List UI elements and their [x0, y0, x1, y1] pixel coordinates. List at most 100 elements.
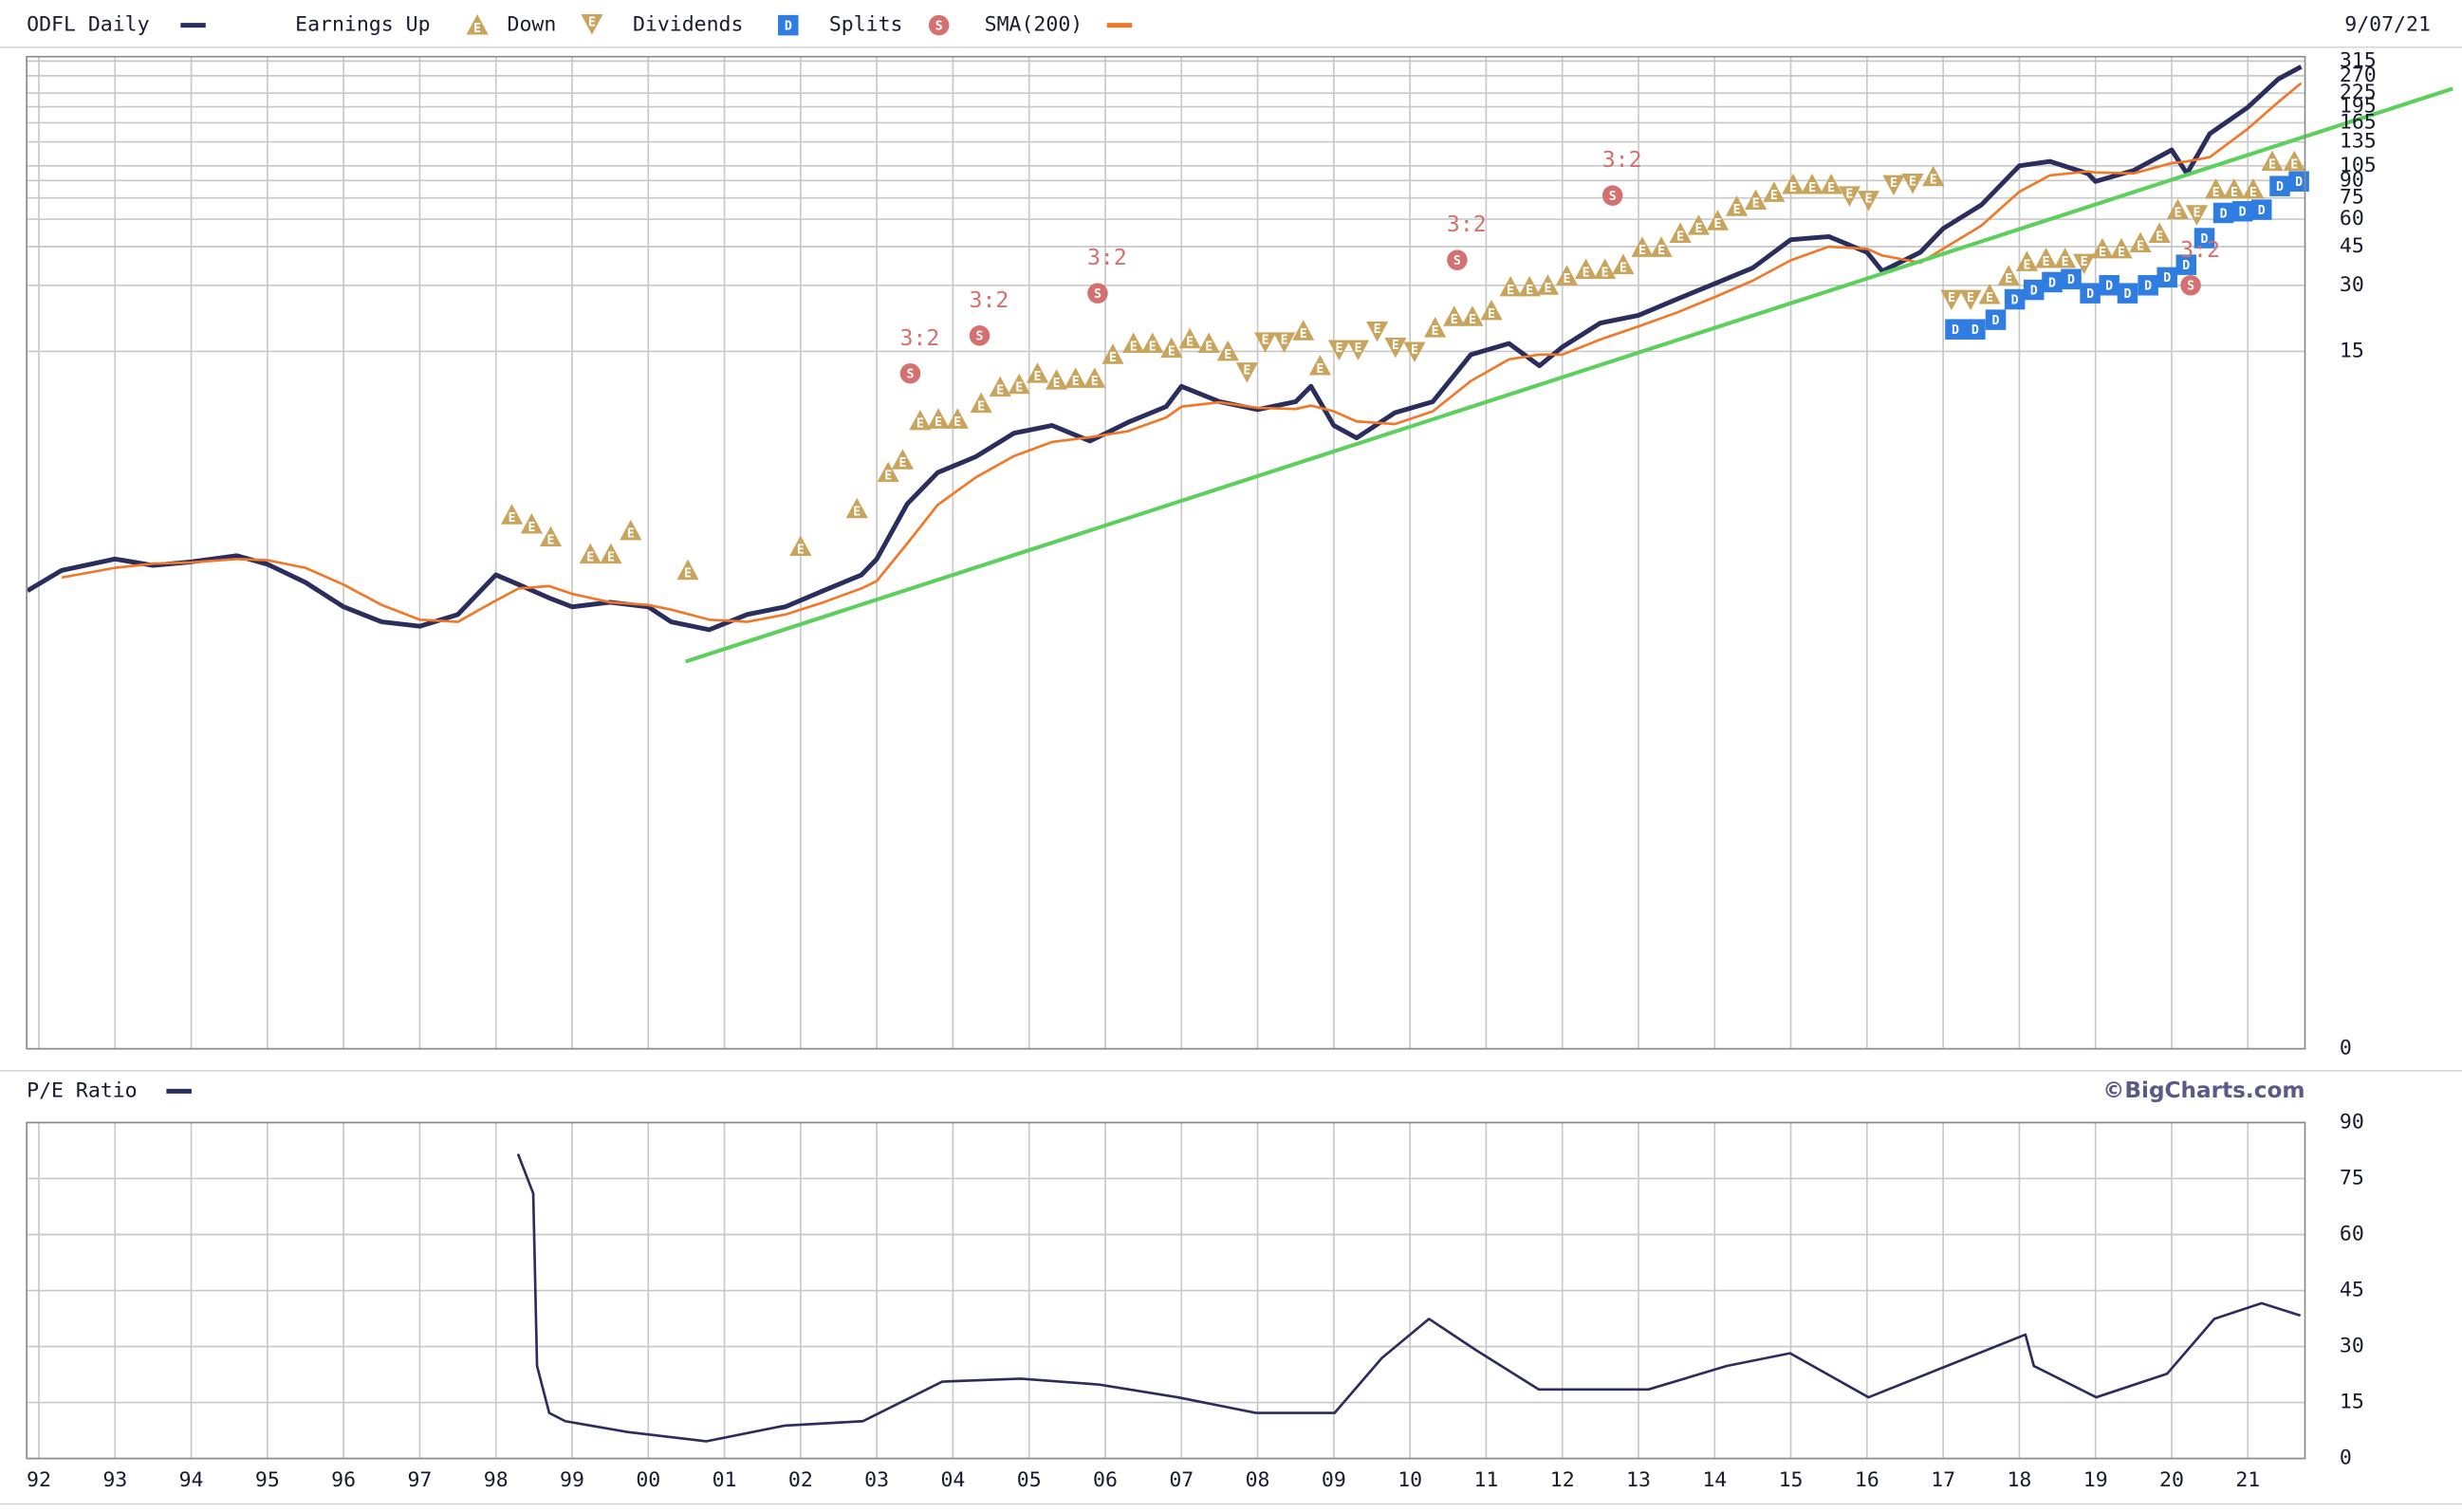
marker-shape	[620, 519, 642, 541]
marker-shape	[2034, 248, 2058, 268]
marker-letter: E	[1808, 181, 1816, 195]
marker-letter: E	[2174, 206, 2181, 220]
marker-letter: E	[684, 567, 692, 581]
marker-shape	[1575, 258, 1598, 280]
marker-letter: E	[1564, 272, 1571, 286]
marker-letter: E	[1694, 222, 1702, 236]
marker-letter: E	[1890, 176, 1897, 191]
dividend-marker: D	[2157, 267, 2177, 288]
marker-shape	[1706, 210, 1730, 230]
marker-shape	[1965, 319, 1986, 340]
split-marker: S	[1087, 283, 1108, 304]
x-tick-label: 98	[484, 1468, 509, 1492]
x-tick-label: 97	[407, 1468, 432, 1492]
marker-shape	[2223, 177, 2246, 199]
dividend-marker: D	[2175, 254, 2197, 275]
marker-shape	[1447, 249, 1468, 270]
marker-letter: E	[473, 22, 481, 36]
marker-shape	[1882, 175, 1905, 196]
marker-letter: E	[1948, 291, 1955, 305]
earnings-marker: E	[1978, 284, 2001, 305]
marker-shape	[1901, 173, 1924, 194]
marker-shape	[2242, 177, 2265, 199]
marker-letter: E	[2118, 246, 2125, 260]
marker-shape	[891, 449, 915, 470]
earnings-marker: E	[1461, 305, 1484, 327]
dividend-marker: D	[2138, 275, 2158, 296]
marker-shape	[1499, 275, 1522, 297]
x-tick-label: 20	[2159, 1468, 2184, 1492]
marker-letter: E	[1930, 174, 1937, 188]
marker-shape	[1820, 173, 1842, 194]
earnings-marker: E	[1594, 258, 1617, 280]
marker-letter: E	[2023, 258, 2030, 272]
marker-shape	[1403, 341, 1426, 363]
split-marker: S	[1601, 185, 1623, 206]
marker-letter: E	[1986, 291, 1993, 305]
earnings-marker: E	[927, 408, 950, 430]
legend-label: ODFL Daily	[27, 13, 149, 37]
earnings-marker: E	[1763, 181, 1786, 203]
earnings-marker: E	[2242, 177, 2265, 200]
marker-letter: E	[607, 550, 615, 564]
x-tick-label: 05	[1017, 1468, 1042, 1492]
marker-letter: D	[1992, 314, 2000, 328]
x-tick-label: 94	[179, 1468, 204, 1492]
legend-swatch: E	[581, 14, 603, 35]
marker-shape	[2283, 150, 2305, 172]
marker-letter: E	[1243, 363, 1250, 378]
y-tick-label: 30	[2340, 1335, 2364, 1358]
marker-shape	[1087, 283, 1108, 304]
earnings-marker: E	[520, 513, 544, 535]
marker-letter: E	[1034, 370, 1042, 384]
earnings-marker: E	[2034, 248, 2058, 269]
earnings-marker: E	[970, 392, 992, 415]
x-tick-label: 12	[1550, 1468, 1575, 1492]
x-tick-label: 09	[1322, 1468, 1346, 1492]
marker-shape	[1978, 284, 2001, 304]
earnings-marker: E	[1801, 173, 1823, 195]
y-tick-label: 75	[2340, 1166, 2364, 1189]
legend-label: P/E Ratio	[27, 1079, 138, 1102]
marker-letter: E	[2249, 186, 2257, 200]
marker-shape	[2175, 254, 2197, 275]
earnings-marker: E	[1384, 337, 1407, 359]
marker-letter: S	[976, 330, 984, 344]
marker-shape	[1945, 319, 1966, 340]
marker-shape	[1959, 289, 1982, 311]
earnings-marker: E	[1959, 289, 1982, 311]
marker-shape	[1601, 185, 1623, 206]
dividend-marker: D	[2061, 268, 2082, 290]
earnings-marker: E	[1857, 191, 1880, 212]
split-marker: S	[2180, 275, 2201, 296]
marker-letter: S	[1094, 287, 1101, 302]
marker-shape	[1985, 309, 2007, 330]
marker-shape	[1366, 321, 1389, 342]
earnings-marker: E	[1026, 362, 1049, 384]
marker-letter: S	[1453, 254, 1461, 268]
marker-shape	[1178, 327, 1201, 349]
x-tick-label: 10	[1398, 1468, 1422, 1492]
marker-shape	[2180, 275, 2201, 296]
marker-shape	[1443, 305, 1466, 326]
marker-letter: E	[853, 506, 861, 520]
marker-letter: E	[2005, 272, 2012, 286]
earnings-marker: E	[1631, 236, 1654, 258]
earnings-marker: E	[500, 504, 524, 526]
earnings-marker: E	[1308, 355, 1331, 377]
earnings-marker: E	[909, 409, 932, 432]
earnings-marker: E	[2129, 231, 2152, 253]
marker-letter: E	[1845, 188, 1853, 202]
marker-shape	[1046, 369, 1068, 390]
marker-letter: D	[2239, 206, 2247, 220]
marker-shape	[1782, 173, 1805, 194]
marker-shape	[1197, 332, 1220, 354]
y-tick-label: 15	[2340, 339, 2364, 362]
earnings-marker: E	[1197, 332, 1220, 354]
earnings-marker: E	[1499, 275, 1522, 298]
marker-letter: E	[2290, 157, 2298, 172]
marker-shape	[1160, 337, 1183, 359]
earnings-marker: E	[2054, 248, 2077, 269]
marker-shape	[1064, 367, 1087, 388]
earnings-marker: E	[1160, 337, 1183, 359]
